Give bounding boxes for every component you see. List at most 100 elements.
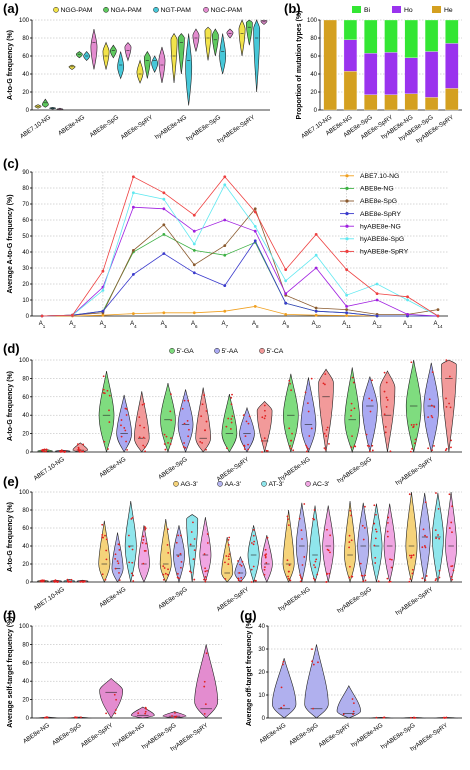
panel-label: (g) bbox=[240, 608, 257, 623]
data-point bbox=[205, 448, 207, 451]
data-point bbox=[102, 391, 105, 394]
data-point bbox=[163, 443, 166, 445]
violin bbox=[136, 59, 144, 84]
data-point bbox=[167, 442, 169, 444]
data-point bbox=[139, 424, 141, 427]
data-point bbox=[428, 398, 431, 401]
legend-label: ABE8e-SpRY bbox=[360, 211, 402, 218]
x-tick-label: ABE8e-SpRY bbox=[317, 722, 352, 749]
data-point bbox=[430, 404, 433, 407]
data-point bbox=[375, 530, 378, 533]
data-point bbox=[177, 555, 180, 558]
data-point bbox=[162, 573, 165, 576]
violin-shape bbox=[260, 535, 273, 583]
data-point bbox=[118, 549, 121, 551]
violin-shape bbox=[221, 536, 234, 583]
series-point bbox=[375, 298, 379, 302]
data-point bbox=[307, 447, 310, 450]
bar-segment bbox=[424, 97, 439, 111]
series-line bbox=[41, 176, 439, 317]
data-point bbox=[60, 451, 62, 453]
data-point bbox=[448, 375, 451, 378]
violin bbox=[423, 362, 440, 453]
data-point bbox=[313, 509, 316, 511]
y-tick-label: 80 bbox=[22, 376, 29, 382]
violin bbox=[186, 514, 199, 583]
series-point bbox=[436, 314, 440, 318]
series-point bbox=[192, 271, 196, 275]
data-point bbox=[184, 446, 187, 449]
y-tick-label: 20 bbox=[310, 90, 317, 96]
y-tick-label: 40 bbox=[22, 544, 29, 550]
data-point bbox=[108, 394, 111, 397]
series-point bbox=[162, 223, 166, 227]
y-tick-label: 80 bbox=[310, 36, 317, 42]
data-point bbox=[125, 408, 128, 410]
data-point bbox=[170, 437, 172, 439]
data-point bbox=[435, 492, 437, 494]
data-point bbox=[248, 415, 251, 418]
data-point bbox=[82, 580, 85, 583]
data-point bbox=[176, 572, 179, 575]
violin bbox=[177, 32, 185, 75]
data-point bbox=[371, 399, 373, 402]
x-tick-label: hyABE8e-SpRY bbox=[394, 586, 434, 617]
violin bbox=[441, 359, 457, 453]
violin bbox=[260, 19, 268, 25]
data-point bbox=[144, 527, 147, 530]
violin-shape bbox=[199, 517, 212, 584]
violin-shape bbox=[245, 19, 253, 46]
legend-label: NGA-PAM bbox=[111, 7, 143, 14]
data-point bbox=[206, 542, 209, 544]
data-point bbox=[143, 446, 146, 449]
data-point bbox=[329, 551, 331, 554]
data-point bbox=[410, 361, 413, 364]
violin-shape bbox=[309, 505, 321, 584]
violin bbox=[370, 503, 383, 583]
data-point bbox=[410, 554, 413, 557]
violin bbox=[56, 107, 64, 111]
data-point bbox=[364, 574, 367, 577]
data-point bbox=[310, 427, 313, 430]
data-point bbox=[203, 394, 206, 396]
data-point bbox=[163, 567, 166, 569]
data-point bbox=[143, 426, 146, 429]
data-point bbox=[353, 407, 356, 410]
data-point bbox=[266, 536, 269, 539]
y-tick-label: 20 bbox=[258, 670, 265, 676]
x-tick-label: hyABE8e-SpRY bbox=[415, 114, 455, 145]
data-point bbox=[238, 572, 241, 574]
data-point bbox=[437, 507, 440, 510]
data-point bbox=[124, 429, 127, 432]
data-point bbox=[252, 565, 255, 568]
data-point bbox=[383, 390, 386, 393]
violin bbox=[37, 448, 53, 453]
data-point bbox=[203, 578, 205, 581]
data-point bbox=[193, 578, 196, 581]
panel-f: 0 20 40 60 80 100(f)Average self-target frequ… bbox=[3, 608, 222, 753]
series-point bbox=[284, 301, 288, 305]
data-point bbox=[252, 534, 255, 537]
data-point bbox=[299, 576, 302, 578]
data-point bbox=[183, 422, 186, 425]
data-point bbox=[351, 575, 354, 578]
data-point bbox=[323, 432, 326, 435]
x-tick-label: ABE8e-SpG bbox=[89, 114, 121, 139]
x-tick-label: A14 bbox=[433, 321, 443, 329]
y-tick-label: 40 bbox=[22, 679, 29, 685]
data-point bbox=[350, 409, 353, 412]
y-tick-label: 40 bbox=[22, 413, 29, 419]
y-tick-label: 0 bbox=[314, 108, 318, 114]
data-point bbox=[162, 565, 165, 568]
data-point bbox=[203, 713, 206, 715]
violin bbox=[159, 518, 172, 583]
data-point bbox=[322, 382, 325, 385]
panel-label: (f) bbox=[3, 608, 16, 623]
data-point bbox=[384, 431, 387, 434]
series-point bbox=[345, 268, 349, 271]
data-point bbox=[351, 698, 354, 700]
panel-e: 0 20 40 60 80 100(e) A-to-G frequency (%) ABE7.… bbox=[3, 474, 462, 617]
violin-shape bbox=[111, 532, 124, 583]
violin bbox=[226, 28, 234, 39]
data-point bbox=[250, 568, 253, 571]
